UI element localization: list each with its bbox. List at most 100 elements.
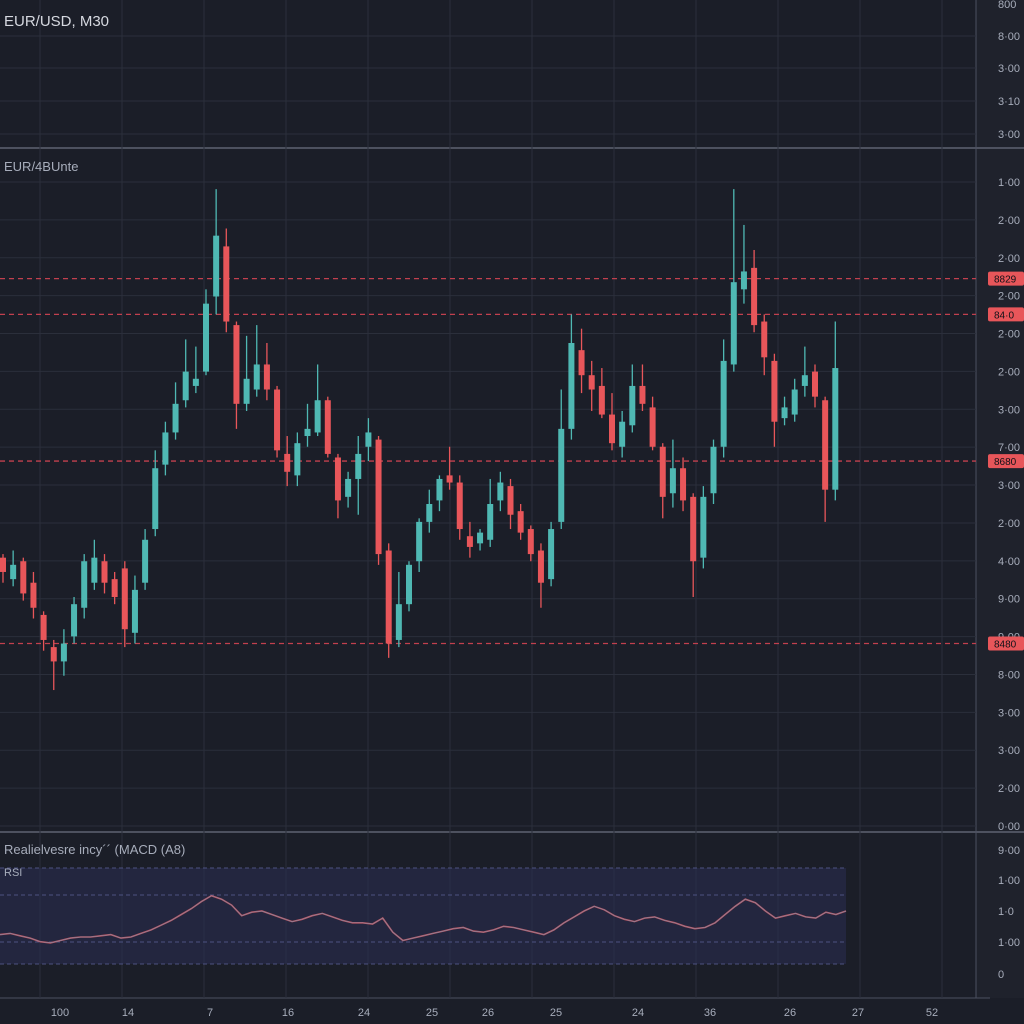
candle[interactable] — [355, 436, 362, 515]
candle[interactable] — [548, 521, 555, 587]
candle[interactable] — [771, 353, 778, 447]
candle[interactable] — [517, 504, 524, 540]
candle[interactable] — [578, 328, 585, 394]
candle[interactable] — [60, 629, 67, 676]
candle[interactable] — [426, 489, 433, 533]
candle[interactable] — [598, 368, 605, 419]
candle[interactable] — [832, 321, 839, 501]
candle[interactable] — [263, 343, 270, 401]
time-axis-tick-label: 24 — [358, 1007, 370, 1019]
candle[interactable] — [40, 611, 47, 651]
candle[interactable] — [639, 364, 646, 411]
candle[interactable] — [20, 557, 27, 601]
candle[interactable] — [365, 418, 372, 462]
candle[interactable] — [751, 249, 758, 333]
candle[interactable] — [487, 478, 494, 547]
candle[interactable] — [466, 521, 473, 558]
candle[interactable] — [537, 543, 544, 608]
candle[interactable] — [609, 393, 615, 451]
candle[interactable] — [0, 554, 6, 583]
candle[interactable] — [629, 364, 636, 433]
candle[interactable] — [416, 518, 423, 572]
candle[interactable] — [740, 224, 747, 304]
candle[interactable] — [243, 335, 250, 411]
candle[interactable] — [182, 339, 189, 408]
rsi-axis-tick-label: 0 — [998, 969, 1004, 981]
candle[interactable] — [172, 382, 179, 440]
candle[interactable] — [233, 321, 240, 429]
candle[interactable] — [334, 453, 341, 519]
candle[interactable] — [284, 436, 291, 487]
candle[interactable] — [121, 561, 128, 648]
candle[interactable] — [111, 571, 118, 605]
candle[interactable] — [700, 486, 707, 569]
candle[interactable] — [345, 471, 352, 508]
candle[interactable] — [812, 364, 818, 408]
candle[interactable] — [446, 446, 453, 490]
price-level-tag[interactable] — [988, 271, 1024, 286]
candle[interactable] — [101, 554, 108, 594]
candle[interactable] — [213, 189, 220, 315]
candle[interactable] — [791, 378, 798, 422]
candle-body — [182, 371, 189, 401]
candle[interactable] — [274, 385, 281, 458]
candle[interactable] — [71, 597, 78, 644]
candle[interactable] — [456, 475, 463, 540]
candle[interactable] — [131, 575, 138, 644]
candle[interactable] — [558, 389, 565, 530]
candle[interactable] — [801, 346, 808, 397]
candle[interactable] — [304, 403, 311, 447]
candle[interactable] — [294, 432, 301, 487]
price-axis[interactable]: 8008·003·003·103·001·002·002·002·002·002… — [988, 0, 1024, 981]
candle[interactable] — [659, 443, 666, 519]
candle[interactable] — [314, 364, 321, 437]
candle[interactable] — [761, 314, 768, 376]
candle[interactable] — [223, 228, 230, 333]
candle[interactable] — [81, 554, 88, 619]
candle[interactable] — [527, 525, 534, 562]
candle[interactable] — [649, 396, 656, 451]
price-level-tag[interactable] — [988, 307, 1024, 322]
candle[interactable] — [497, 471, 504, 512]
candle[interactable] — [690, 493, 697, 598]
candle[interactable] — [507, 478, 514, 530]
candle[interactable] — [91, 539, 98, 590]
candle[interactable] — [192, 346, 199, 394]
candle[interactable] — [710, 439, 717, 504]
candle[interactable] — [385, 543, 392, 658]
candle[interactable] — [50, 639, 57, 691]
candle[interactable] — [253, 325, 260, 397]
rsi-indicator[interactable] — [0, 867, 847, 965]
candlestick-series[interactable] — [0, 189, 839, 691]
candle[interactable] — [436, 475, 443, 512]
candle[interactable] — [324, 396, 331, 458]
price-axis-tick-label: 2·00 — [998, 518, 1020, 530]
candle[interactable] — [395, 571, 402, 648]
candle-body — [680, 468, 687, 501]
time-axis[interactable]: 100 14 7 16 24 25 26 25 24 36 26 27 52 — [51, 1007, 938, 1019]
candle[interactable] — [152, 450, 159, 537]
candle[interactable] — [588, 360, 595, 411]
candle-body — [304, 428, 311, 437]
candle[interactable] — [375, 436, 382, 565]
candle[interactable] — [730, 189, 737, 372]
candle[interactable] — [30, 571, 37, 619]
candle[interactable] — [781, 396, 788, 426]
candle[interactable] — [10, 550, 17, 587]
candle[interactable] — [203, 289, 209, 376]
candle[interactable] — [720, 339, 727, 458]
candle[interactable] — [406, 561, 412, 612]
candle[interactable] — [680, 457, 687, 512]
candle[interactable] — [477, 529, 484, 551]
price-level-tag[interactable] — [988, 636, 1024, 651]
time-axis-tick-label: 24 — [632, 1007, 644, 1019]
candle[interactable] — [619, 410, 626, 458]
price-level-tag[interactable] — [988, 454, 1024, 469]
candle-body — [142, 539, 149, 583]
candle[interactable] — [669, 439, 676, 508]
candle[interactable] — [142, 529, 149, 590]
candle[interactable] — [568, 314, 575, 440]
candle[interactable] — [162, 421, 169, 476]
candle[interactable] — [822, 396, 829, 522]
